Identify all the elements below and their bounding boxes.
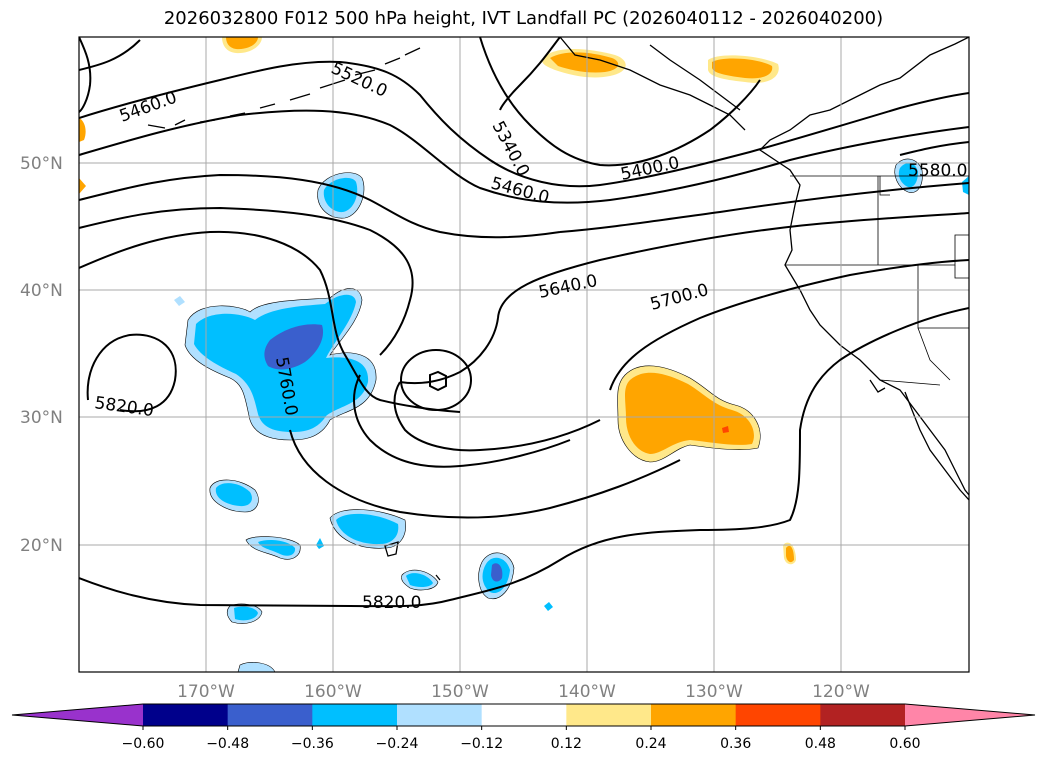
ivt-shading [79, 37, 969, 672]
height-contours [79, 37, 969, 608]
lon-label-150w: 150°W [431, 682, 489, 702]
colorbar-tick-label: −0.12 [460, 736, 503, 752]
colorbar-segment [566, 704, 652, 726]
contour-label-5820-south: 5820.0 [362, 593, 421, 613]
colorbar-segment [735, 704, 821, 726]
colorbar-segment [820, 704, 906, 726]
lon-label-160w: 160°W [304, 682, 362, 702]
map-title: 2026032800 F012 500 hPa height, IVT Land… [163, 8, 884, 29]
colorbar-tick-label: 0.12 [551, 736, 582, 752]
lat-label-30n: 30°N [20, 408, 63, 428]
colorbar-extend-high [905, 704, 1035, 726]
lat-label-50n: 50°N [20, 154, 63, 174]
colorbar-tick-label: 0.24 [635, 736, 666, 752]
colorbar-segment [227, 704, 313, 726]
colorbar-segment [481, 704, 567, 726]
longitude-labels: 170°W 160°W 150°W 140°W 130°W 120°W [177, 682, 870, 702]
colorbar-tick-label: 0.48 [805, 736, 836, 752]
colorbar-tick-label: −0.24 [376, 736, 419, 752]
colorbar-segment [143, 704, 229, 726]
lat-label-20n: 20°N [20, 536, 63, 556]
colorbar-tick-label: 0.36 [720, 736, 751, 752]
state-borders [785, 175, 969, 386]
lon-label-170w: 170°W [177, 682, 235, 702]
lon-label-120w: 120°W [812, 682, 870, 702]
colorbar-segment [312, 704, 398, 726]
colorbar-segment [397, 704, 483, 726]
coastlines [147, 37, 969, 581]
lon-label-140w: 140°W [558, 682, 616, 702]
lon-label-130w: 130°W [685, 682, 743, 702]
colorbar-tick-label: 0.60 [889, 736, 920, 752]
colorbar: −0.60 −0.48 −0.36 −0.24 −0.12 0.12 0.24 0.36 0.4… [11, 703, 1036, 752]
colorbar-tick-label: −0.60 [122, 736, 165, 752]
gridlines [79, 37, 969, 672]
map-frame [78, 36, 970, 673]
colorbar-tick-label: −0.36 [291, 736, 334, 752]
contour-label-5580: 5580.0 [908, 161, 967, 181]
latitude-labels: 50°N 40°N 30°N 20°N [20, 154, 63, 556]
lat-label-40n: 40°N [20, 281, 63, 301]
colorbar-segment [651, 704, 737, 726]
colorbar-tick-label: −0.48 [206, 736, 249, 752]
colorbar-extend-low [12, 704, 143, 726]
